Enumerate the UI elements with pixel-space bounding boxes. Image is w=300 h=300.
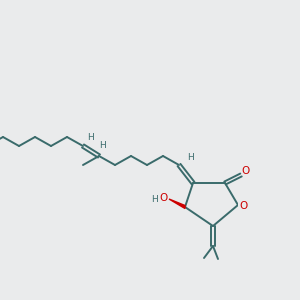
Polygon shape [169,199,185,208]
Text: O: O [160,193,168,203]
Text: O: O [240,201,248,211]
Text: H: H [152,196,158,205]
Text: H: H [188,152,194,161]
Text: O: O [242,166,250,176]
Text: H: H [100,140,106,149]
Text: H: H [88,133,94,142]
